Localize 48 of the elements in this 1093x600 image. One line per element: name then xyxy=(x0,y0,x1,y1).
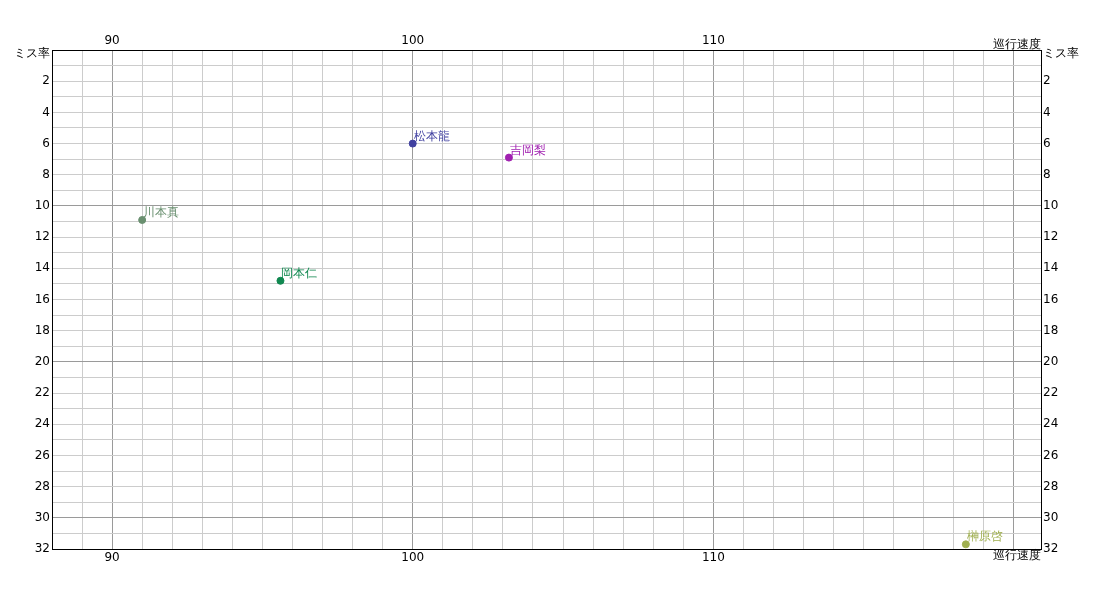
y-tick-label: 26 xyxy=(34,447,50,462)
y2-tick-label: 8 xyxy=(1043,166,1051,181)
series-label: 榊原啓 xyxy=(966,529,1003,544)
y-tick-label: 18 xyxy=(34,322,50,337)
y-tick-label: 12 xyxy=(34,229,50,244)
y2-tick-label: 6 xyxy=(1043,135,1051,150)
series-label: 松本龍 xyxy=(413,128,450,143)
x2-tick-label: 110 xyxy=(701,32,725,47)
y-tick-label: 28 xyxy=(34,478,50,493)
y2-tick-label: 32 xyxy=(1043,541,1059,556)
y2-tick-label: 28 xyxy=(1043,478,1059,493)
y2-tick-label: 18 xyxy=(1043,322,1059,337)
x-tick-label: 100 xyxy=(401,550,425,565)
y2-tick-label: 20 xyxy=(1043,354,1059,368)
y2-tick-label: 12 xyxy=(1043,229,1059,244)
series-label: 吉岡梨 xyxy=(509,142,546,157)
y-tick-label: 32 xyxy=(34,541,50,556)
y2-tick-label: 4 xyxy=(1043,104,1051,119)
x-tick-label: 90 xyxy=(104,550,120,565)
y-tick-label: 2 xyxy=(42,73,50,88)
y-tick-label: 4 xyxy=(42,104,50,119)
y2-tick-label: 2 xyxy=(1043,73,1051,88)
y-tick-label: 30 xyxy=(34,509,50,524)
y2-axis-title: ミス率 xyxy=(1043,46,1079,61)
y2-tick-label: 14 xyxy=(1043,260,1059,275)
y-tick-label: 10 xyxy=(34,198,50,213)
y-tick-label: 22 xyxy=(34,385,50,400)
y2-tick-label: 30 xyxy=(1043,509,1059,524)
y-tick-label: 6 xyxy=(42,135,50,150)
series-label: 岡本仁 xyxy=(281,265,318,280)
series-label: 川本真 xyxy=(143,205,180,220)
x2-tick-label: 90 xyxy=(104,32,120,47)
y2-tick-label: 22 xyxy=(1043,385,1059,400)
y-tick-label: 20 xyxy=(34,354,50,368)
y-tick-label: 8 xyxy=(42,166,50,181)
y2-tick-label: 26 xyxy=(1043,447,1059,462)
x-tick-label: 110 xyxy=(701,550,725,565)
x2-tick-label: 100 xyxy=(401,32,425,47)
y-tick-label: 14 xyxy=(34,260,50,275)
x2-axis-title: 巡行速度 xyxy=(993,37,1041,52)
y-axis-title: ミス率 xyxy=(14,46,50,61)
y2-tick-label: 10 xyxy=(1043,198,1059,213)
x-axis-title: 巡行速度 xyxy=(993,548,1041,563)
y-tick-label: 24 xyxy=(34,416,50,431)
y2-tick-label: 16 xyxy=(1043,291,1059,306)
y-tick-label: 16 xyxy=(34,291,50,306)
point xyxy=(961,540,970,549)
y2-tick-label: 24 xyxy=(1043,416,1059,431)
